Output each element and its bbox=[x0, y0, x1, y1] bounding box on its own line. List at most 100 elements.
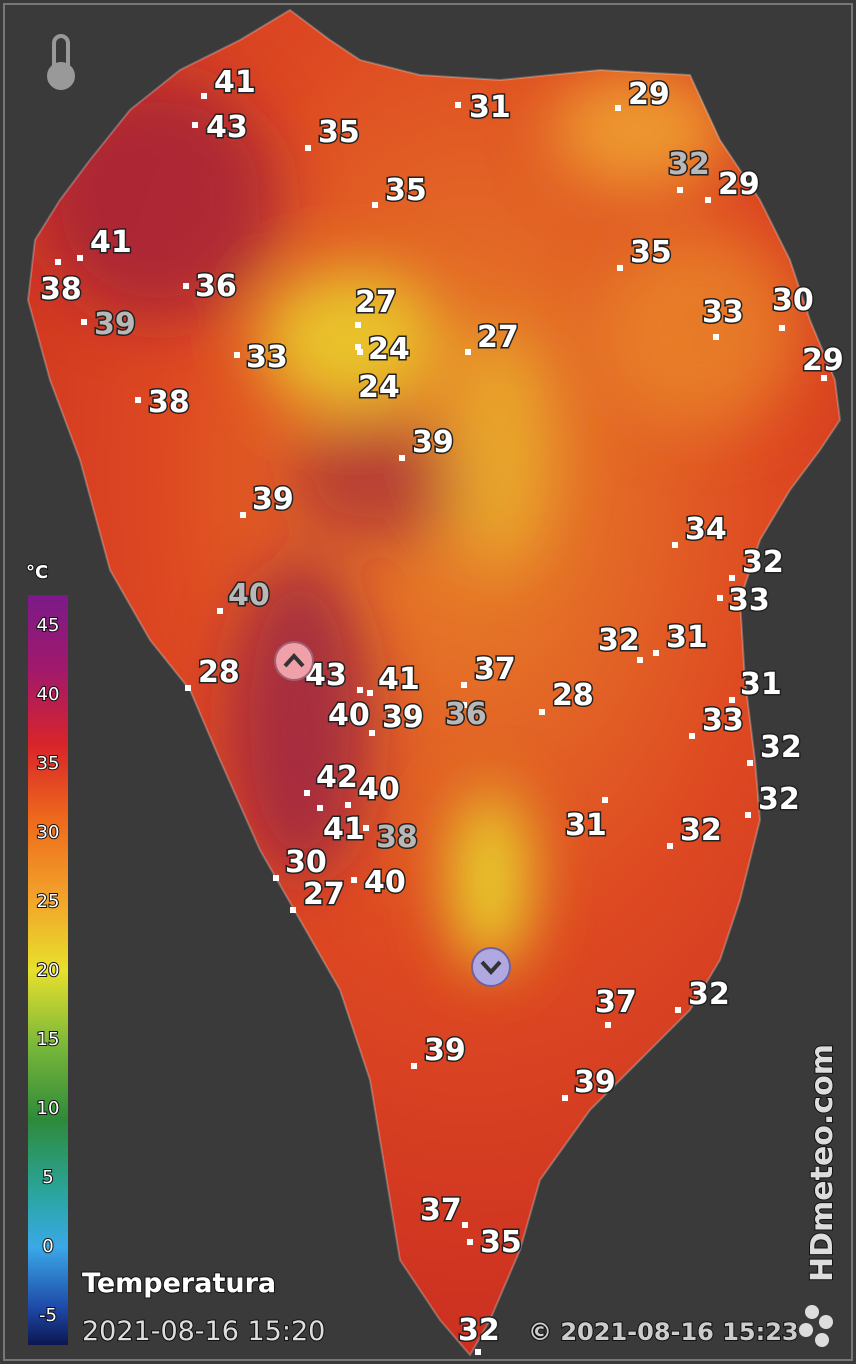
station-dot bbox=[475, 1349, 481, 1355]
station[interactable]: 39 bbox=[240, 481, 295, 519]
station[interactable]: 42 bbox=[304, 759, 359, 797]
station-temperature: 31 bbox=[740, 667, 782, 702]
station[interactable]: 37 bbox=[461, 651, 517, 689]
station[interactable]: 27 bbox=[290, 876, 346, 914]
station[interactable]: 38 bbox=[39, 259, 83, 309]
station[interactable]: 40 bbox=[345, 771, 401, 809]
station-dot bbox=[304, 790, 310, 796]
station[interactable]: 32 bbox=[457, 1312, 501, 1355]
station-dot bbox=[539, 709, 545, 715]
station-temperature: 29 bbox=[718, 167, 760, 202]
station[interactable]: 29 bbox=[705, 166, 761, 204]
station-dot bbox=[653, 650, 659, 656]
station-dot bbox=[745, 812, 751, 818]
station[interactable]: 41 bbox=[77, 224, 133, 262]
station-dot bbox=[713, 334, 719, 340]
station-temperature: 33 bbox=[702, 295, 744, 330]
station[interactable]: 33 bbox=[234, 339, 289, 377]
station-temperature: 41 bbox=[90, 225, 132, 260]
station[interactable]: 36 bbox=[444, 696, 489, 734]
station-dot bbox=[369, 730, 375, 736]
station[interactable]: 32 bbox=[667, 812, 723, 850]
station[interactable]: 28 bbox=[539, 677, 595, 715]
station[interactable]: 24 bbox=[357, 349, 401, 407]
brand: HDmeteo.com bbox=[805, 1044, 840, 1282]
station[interactable]: 35 bbox=[372, 172, 428, 210]
station-dot bbox=[411, 1063, 417, 1069]
station-dot bbox=[317, 805, 323, 811]
station[interactable]: 43 bbox=[192, 109, 249, 147]
station-temperature: 33 bbox=[702, 703, 744, 738]
station[interactable]: 43 bbox=[304, 657, 363, 695]
station[interactable]: 28 bbox=[185, 654, 241, 692]
marker-high[interactable] bbox=[274, 641, 314, 681]
station[interactable]: 39 bbox=[399, 424, 455, 462]
legend-tick-label: 5 bbox=[42, 1167, 53, 1188]
station[interactable]: 33 bbox=[717, 582, 771, 620]
station-temperature: 32 bbox=[742, 545, 784, 580]
station[interactable]: 41 bbox=[201, 64, 257, 102]
station[interactable]: 27 bbox=[354, 284, 398, 328]
legend-tick-label: 30 bbox=[37, 822, 60, 843]
station[interactable]: 33 bbox=[701, 294, 745, 340]
station[interactable]: 27 bbox=[465, 319, 520, 357]
station[interactable]: 32 bbox=[597, 622, 643, 663]
station[interactable]: 36 bbox=[183, 268, 238, 306]
station[interactable]: 30 bbox=[771, 282, 815, 331]
station-temperature: 27 bbox=[303, 877, 345, 912]
station-dot bbox=[355, 322, 361, 328]
station-temperature: 32 bbox=[680, 813, 722, 848]
frame bbox=[3, 3, 853, 1361]
station[interactable]: 35 bbox=[467, 1224, 523, 1262]
station[interactable]: 40 bbox=[327, 697, 375, 736]
station-dot bbox=[461, 682, 467, 688]
station[interactable]: 29 bbox=[801, 342, 845, 381]
station[interactable]: 34 bbox=[672, 511, 728, 549]
station[interactable]: 41 bbox=[317, 805, 366, 849]
station[interactable]: 29 bbox=[615, 76, 671, 114]
station-temperature: 37 bbox=[474, 652, 516, 687]
station[interactable]: 24 bbox=[355, 331, 411, 369]
station-dot bbox=[455, 102, 461, 108]
station[interactable]: 32 bbox=[667, 146, 711, 193]
station[interactable]: 38 bbox=[135, 384, 191, 422]
station[interactable]: 31 bbox=[653, 619, 709, 657]
station[interactable]: 32 bbox=[747, 729, 803, 767]
station-temperature: 32 bbox=[668, 147, 710, 182]
station[interactable]: 33 bbox=[689, 702, 745, 740]
legend-unit: °C bbox=[26, 562, 48, 583]
station[interactable]: 37 bbox=[594, 984, 638, 1028]
station[interactable]: 40 bbox=[217, 577, 271, 615]
station[interactable]: 32 bbox=[675, 976, 731, 1014]
station-temperature: 39 bbox=[252, 482, 294, 517]
station[interactable]: 39 bbox=[411, 1032, 467, 1070]
station[interactable]: 38 bbox=[363, 819, 419, 857]
station[interactable]: 31 bbox=[729, 666, 783, 704]
station-dot bbox=[357, 349, 363, 355]
station[interactable]: 32 bbox=[729, 544, 785, 582]
station[interactable]: 31 bbox=[455, 89, 512, 127]
station[interactable]: 39 bbox=[81, 306, 137, 344]
station-dot bbox=[183, 283, 189, 289]
station-dot bbox=[562, 1095, 568, 1101]
station[interactable]: 35 bbox=[617, 234, 673, 272]
station[interactable]: 41 bbox=[367, 661, 421, 699]
station-dot bbox=[637, 657, 643, 663]
station-temperature: 43 bbox=[206, 110, 248, 145]
station[interactable]: 37 bbox=[419, 1192, 468, 1230]
station-temperature: 31 bbox=[565, 808, 607, 843]
station[interactable]: 39 bbox=[369, 699, 425, 737]
station-temperature: 41 bbox=[323, 812, 365, 847]
station-temperature: 35 bbox=[480, 1225, 522, 1260]
station[interactable]: 30 bbox=[273, 844, 328, 882]
station[interactable]: 32 bbox=[745, 781, 801, 819]
color-scale bbox=[28, 595, 68, 1345]
station[interactable]: 31 bbox=[564, 797, 608, 845]
station[interactable]: 40 bbox=[351, 864, 407, 902]
station[interactable]: 35 bbox=[305, 114, 361, 152]
station-dot bbox=[372, 202, 378, 208]
station-temperature: 28 bbox=[552, 678, 594, 713]
marker-low[interactable] bbox=[471, 947, 511, 987]
legend-tick-label: -5 bbox=[39, 1305, 57, 1326]
station[interactable]: 39 bbox=[562, 1064, 617, 1102]
